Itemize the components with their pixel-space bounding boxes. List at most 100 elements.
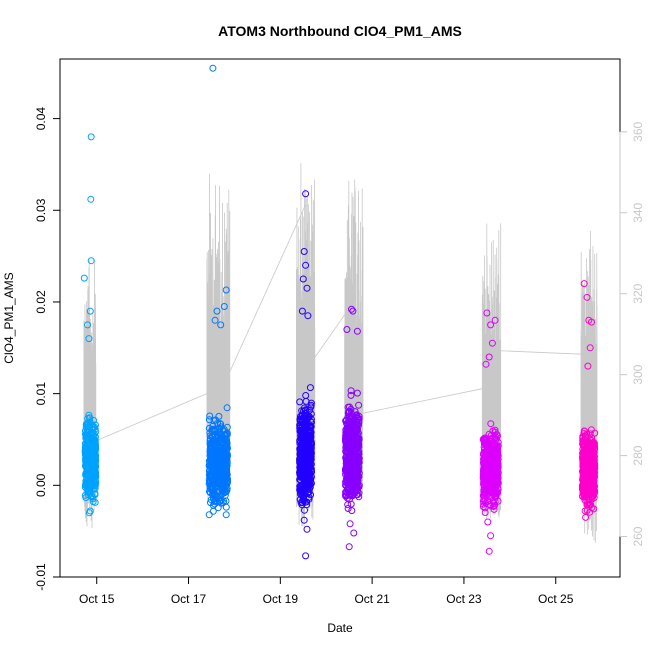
data-point [586,508,594,516]
data-point [354,426,361,434]
data-point [91,423,99,431]
outlier-point [213,307,221,315]
outlier-point [303,284,311,292]
y2-tick-label: 280 [631,445,645,465]
data-point [480,457,488,465]
data-point [582,447,590,455]
data-point [344,505,352,512]
data-point [223,436,231,444]
data-point [85,487,93,495]
data-point [90,440,98,448]
data-point [480,486,488,494]
y2-tick-label: 360 [631,122,645,142]
outlier-point [304,312,312,320]
data-point [491,502,498,510]
data-point [485,481,493,489]
data-point [300,465,308,473]
series-3 [296,190,315,560]
x-tick-label: Oct 23 [446,592,482,606]
data-point [349,433,357,441]
data-point [218,447,226,455]
data-point [206,412,214,420]
data-point [581,482,589,490]
outlier-point [491,316,499,324]
data-point [492,433,500,441]
y-tick-label: -0.01 [34,563,48,591]
data-point [86,449,94,457]
data-point [210,487,218,495]
secondary-trace-connector [353,386,492,416]
data-point [586,449,594,457]
data-point [492,457,500,465]
data-point [91,459,99,467]
data-point [349,419,357,427]
data-point [84,491,92,499]
data-point [586,430,594,438]
data-point [300,407,307,415]
data-point [351,444,359,452]
data-point [581,427,589,435]
data-point [481,435,489,443]
outlier-point [86,507,94,515]
data-point [480,476,488,484]
outlier-point [300,516,308,524]
outlier-point [580,280,588,288]
x-axis: Oct 15 Oct 17 Oct 19 Oct 21 Oct 23 Oct 25 [79,576,574,606]
data-point [84,469,92,477]
data-point [489,427,497,435]
data-point [347,387,355,395]
data-point [355,401,363,409]
series-1 [80,133,100,517]
data-point [206,429,214,437]
data-point [486,488,494,496]
data-point [305,458,313,466]
data-point [492,450,500,458]
data-point [90,456,98,464]
data-point [342,444,350,452]
y-tick-label: 0.04 [34,107,48,131]
data-point [490,503,497,510]
outlier-point [483,309,491,317]
series-2 [205,64,231,519]
data-point [215,424,223,432]
data-point [580,440,587,447]
data-point [347,483,355,491]
outlier-point [217,321,225,329]
outlier-point [85,335,93,343]
data-point [299,416,307,424]
data-point [490,467,498,474]
data-point [493,473,501,481]
data-point [483,469,491,477]
data-point [298,456,306,464]
data-point [223,404,231,412]
data-point [205,461,213,469]
data-point [214,432,222,440]
x-tick-label: Oct 17 [171,592,207,606]
data-point [91,445,99,453]
secondary-trace-burst [344,179,364,501]
outlier-point [87,195,95,203]
data-point [208,440,216,448]
outlier-point [349,307,357,315]
y-axis-label: ClO4_PM1_AMS [2,272,16,363]
data-point [84,419,92,427]
series-4 [342,305,363,551]
y2-tick-label: 320 [631,283,645,303]
data-point [589,465,597,473]
data-point [348,412,355,419]
chart-title: ATOM3 Northbound ClO4_PM1_AMS [218,23,462,39]
data-point [588,456,596,464]
outlier-point [222,511,230,519]
outlier-point [343,326,351,333]
data-point [86,414,93,422]
data-point [590,480,598,487]
data-point [301,477,309,485]
data-point [582,432,590,440]
data-point [222,503,230,511]
data-point [342,440,350,448]
outlier-point [485,547,493,555]
y2-tick-label: 300 [631,364,645,384]
data-point [303,454,311,462]
data-point [301,506,308,514]
